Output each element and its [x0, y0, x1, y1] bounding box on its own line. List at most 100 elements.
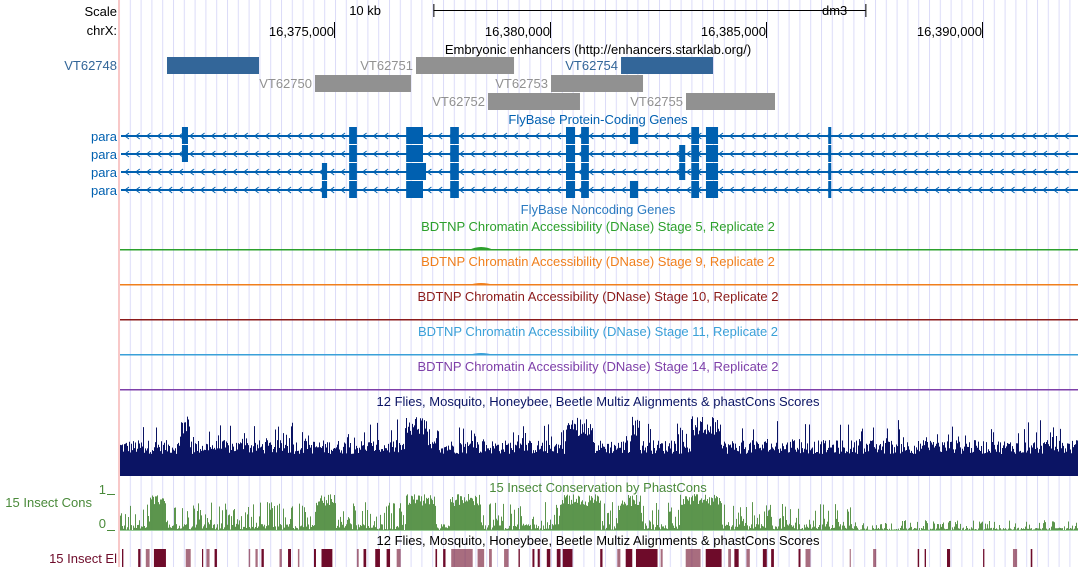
conserved-element — [363, 549, 367, 567]
exon — [705, 181, 719, 198]
dnase-track-title[interactable]: BDTNP Chromatin Accessibility (DNase) St… — [421, 254, 775, 269]
exon — [406, 163, 427, 180]
enhancer-label[interactable]: VT62755 — [630, 94, 683, 109]
conserved-element — [386, 549, 391, 567]
enhancers-left-label[interactable]: VT62748 — [64, 58, 117, 73]
conserved-element — [255, 549, 258, 567]
exon — [828, 145, 832, 162]
conserved-element — [122, 549, 124, 567]
enhancer-label[interactable]: VT62751 — [360, 58, 413, 73]
enhancer-feature[interactable] — [416, 57, 515, 74]
exon — [691, 145, 700, 162]
ruler-tick — [982, 22, 984, 38]
transcript[interactable]: para — [91, 163, 1078, 180]
exon — [581, 181, 589, 198]
exon — [349, 145, 357, 162]
conserved-element — [489, 549, 492, 567]
enhancer-feature[interactable] — [314, 75, 411, 92]
multiz-track-title[interactable]: 12 Flies, Mosquito, Honeybee, Beetle Mul… — [377, 394, 820, 409]
cons-left-label[interactable]: 15 Insect Cons — [5, 495, 92, 510]
enhancer-feature[interactable] — [551, 75, 644, 92]
ruler-tick-label: 16,380,000 — [485, 24, 550, 39]
enhancer-feature[interactable] — [166, 57, 260, 74]
enhancer-feature[interactable] — [621, 57, 714, 74]
cons-track-title[interactable]: 15 Insect Conservation by PhastCons — [489, 480, 707, 495]
elements-track[interactable] — [122, 549, 1033, 567]
transcript-label[interactable]: para — [91, 129, 118, 144]
dnase-track-title[interactable]: BDTNP Chromatin Accessibility (DNase) St… — [421, 219, 775, 234]
transcript[interactable]: para — [91, 145, 1078, 162]
conserved-element — [917, 549, 920, 567]
scale-bar-right-cap — [865, 4, 867, 17]
exon — [565, 127, 576, 144]
conserved-element — [532, 549, 535, 567]
transcript-label[interactable]: para — [91, 165, 118, 180]
dnase-peak — [468, 353, 494, 355]
exon — [705, 145, 719, 162]
conserved-element — [924, 549, 926, 567]
dnase-track-title[interactable]: BDTNP Chromatin Accessibility (DNase) St… — [417, 359, 778, 374]
conserved-element — [145, 549, 150, 567]
multiz-signal[interactable] — [120, 416, 1078, 476]
dnase-peak — [468, 247, 494, 250]
enhancer-label[interactable]: VT62754 — [565, 58, 618, 73]
dnase-track-title[interactable]: BDTNP Chromatin Accessibility (DNase) St… — [417, 289, 778, 304]
exon — [181, 127, 188, 144]
enhancers-track-title[interactable]: Embryonic enhancers (http://enhancers.st… — [445, 42, 751, 57]
exon — [581, 163, 589, 180]
conserved-element — [947, 549, 951, 567]
conserved-element — [805, 549, 811, 567]
dnase-track[interactable]: BDTNP Chromatin Accessibility (DNase) St… — [120, 289, 1078, 321]
exon — [828, 163, 832, 180]
enhancers-track[interactable]: VT62751 VT62754 VT62750 VT62753 VT62752 VT627… — [166, 57, 775, 110]
dnase-track-title[interactable]: BDTNP Chromatin Accessibility (DNase) St… — [418, 324, 778, 339]
conserved-element — [504, 549, 509, 567]
conserved-element — [798, 549, 801, 567]
conserved-element — [746, 549, 750, 567]
exon — [581, 127, 589, 144]
transcript-label[interactable]: para — [91, 183, 118, 198]
transcript-label[interactable]: para — [91, 147, 118, 162]
enhancer-label[interactable]: VT62753 — [495, 76, 548, 91]
enhancer-feature[interactable] — [488, 93, 580, 110]
enhancer-label[interactable]: VT62752 — [432, 94, 485, 109]
transcript[interactable]: para — [91, 181, 1078, 198]
exon — [349, 163, 357, 180]
enhancer-feature[interactable] — [686, 93, 775, 110]
dnase-track[interactable]: BDTNP Chromatin Accessibility (DNase) St… — [120, 254, 1078, 286]
assembly-label: dm3 — [822, 3, 847, 18]
conserved-element — [762, 549, 767, 567]
conserved-element — [518, 549, 520, 567]
dnase-track[interactable]: BDTNP Chromatin Accessibility (DNase) St… — [120, 219, 1078, 251]
ruler-tick-label: 16,375,000 — [269, 24, 334, 39]
cons-signal[interactable] — [120, 494, 1078, 531]
genes-track[interactable]: para para para para — [91, 127, 1078, 198]
exon — [321, 163, 328, 180]
multiz-bars — [120, 416, 1078, 476]
conserved-element — [705, 549, 722, 567]
strand-arrows — [124, 168, 1069, 176]
conserved-element — [375, 549, 380, 567]
dnase-track[interactable]: BDTNP Chromatin Accessibility (DNase) St… — [120, 359, 1078, 391]
cons-bars — [120, 494, 1078, 530]
conserved-element — [983, 549, 985, 567]
conserved-element — [313, 549, 316, 567]
noncoding-track-title[interactable]: FlyBase Noncoding Genes — [521, 202, 676, 217]
ruler-tick — [766, 22, 768, 38]
genes-track-title[interactable]: FlyBase Protein-Coding Genes — [508, 112, 688, 127]
conserved-element — [288, 549, 291, 567]
conserved-element — [617, 549, 621, 567]
dnase-track[interactable]: BDTNP Chromatin Accessibility (DNase) St… — [120, 324, 1078, 356]
enhancer-label[interactable]: VT62750 — [259, 76, 312, 91]
conserved-element — [556, 549, 561, 567]
scale-bar-text: 10 kb — [349, 3, 381, 18]
conserved-element — [562, 549, 573, 567]
transcript[interactable]: para — [91, 127, 1078, 144]
elements-left-label[interactable]: 15 Insect El — [49, 551, 117, 566]
conserved-element — [261, 549, 264, 567]
position-ruler: 16,375,000 16,380,000 16,385,000 16,390,000 — [269, 22, 984, 39]
cons-baseline — [120, 530, 1078, 531]
elements-track-title[interactable]: 12 Flies, Mosquito, Honeybee, Beetle Mul… — [377, 533, 820, 548]
dnase-tracks[interactable]: BDTNP Chromatin Accessibility (DNase) St… — [120, 219, 1078, 391]
